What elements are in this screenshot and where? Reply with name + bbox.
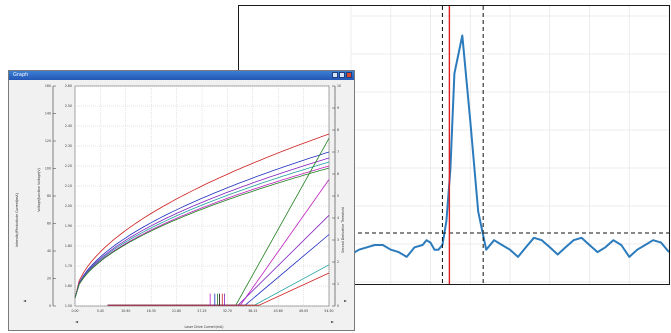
right-tick-label: 7 bbox=[337, 150, 339, 154]
x-tick-label: 32.70 bbox=[223, 309, 232, 313]
voltage-curve bbox=[74, 165, 330, 299]
x-tick-label: 43.60 bbox=[274, 309, 283, 313]
voltage-tick-label: 2.30 bbox=[65, 144, 72, 148]
scroll-bottom-right-arrow[interactable]: ► bbox=[331, 319, 335, 324]
left-tick-label: 60 bbox=[47, 222, 51, 226]
x-tick-label: 38.15 bbox=[248, 309, 257, 313]
left-tick-label: 120 bbox=[45, 139, 51, 143]
right-tick-label: 9 bbox=[337, 106, 339, 110]
voltage-curve bbox=[74, 151, 330, 299]
light-curve bbox=[107, 272, 330, 306]
voltage-curve bbox=[74, 167, 330, 299]
voltage-tick-label: 2.60 bbox=[65, 84, 72, 88]
voltage-curve bbox=[74, 161, 330, 299]
x-tick-label: 27.25 bbox=[197, 309, 206, 313]
voltage-curve bbox=[74, 157, 330, 299]
x-tick-label: 16.35 bbox=[147, 309, 156, 313]
x-tick-label: 0.00 bbox=[71, 309, 78, 313]
left-tick-label: 160 bbox=[45, 84, 51, 88]
left-tick-label: 140 bbox=[45, 112, 51, 116]
right-tick-label: 5 bbox=[337, 194, 339, 198]
voltage-tick-label: 1.90 bbox=[65, 224, 72, 228]
x-tick-label: 49.05 bbox=[299, 309, 308, 313]
close-button[interactable] bbox=[346, 72, 352, 78]
left-tick-label: 40 bbox=[47, 249, 51, 253]
voltage-tick-label: 2.20 bbox=[65, 164, 72, 168]
x-tick-label: 5.45 bbox=[97, 309, 104, 313]
scroll-right-arrow[interactable]: ► bbox=[344, 298, 348, 303]
right-tick-label: 2 bbox=[337, 260, 339, 264]
left-tick-label: 80 bbox=[47, 194, 51, 198]
minimize-button[interactable] bbox=[332, 72, 338, 78]
right-tick-label: 0 bbox=[337, 304, 339, 308]
liv-chart: Intensity/Photodiode Current(mA) Voltage… bbox=[15, 84, 348, 329]
right-tick-label: 1 bbox=[337, 282, 339, 286]
right-tick-label: 3 bbox=[337, 238, 339, 242]
window-titlebar: Graph bbox=[9, 71, 354, 80]
right-tick-label: 4 bbox=[337, 216, 339, 220]
voltage-tick-label: 2.10 bbox=[65, 184, 72, 188]
right-tick-label: 8 bbox=[337, 128, 339, 132]
voltage-tick-label: 1.80 bbox=[65, 244, 72, 248]
voltage-curve bbox=[74, 133, 330, 299]
x-axis-title: Laser Drive Current(mA) bbox=[185, 325, 224, 329]
maximize-button[interactable] bbox=[339, 72, 345, 78]
voltage-tick-label: 2.40 bbox=[65, 124, 72, 128]
window-title: Graph bbox=[13, 72, 29, 78]
left-axis-title: Intensity/Photodiode Current(mA) bbox=[15, 193, 19, 247]
voltage-tick-label: 1.50 bbox=[65, 304, 72, 308]
spectrum-series-line bbox=[350, 34, 670, 258]
x-tick-label: 21.80 bbox=[172, 309, 181, 313]
graph-window: Graph Intensity/Photodiode Current(mA) V… bbox=[8, 70, 355, 331]
left-axis-title-2: Voltage/Junction Voltage(V) bbox=[37, 168, 41, 212]
left-tick-label: 0 bbox=[49, 304, 51, 308]
left-tick-label: 100 bbox=[45, 167, 51, 171]
voltage-tick-label: 1.60 bbox=[65, 284, 72, 288]
voltage-tick-label: 1.70 bbox=[65, 264, 72, 268]
scroll-bottom-left-arrow[interactable]: ◄ bbox=[75, 319, 79, 324]
right-tick-label: 6 bbox=[337, 172, 339, 176]
scroll-left-arrow[interactable]: ◄ bbox=[23, 298, 27, 303]
x-tick-label: 54.50 bbox=[324, 309, 333, 313]
voltage-tick-label: 2.00 bbox=[65, 204, 72, 208]
x-tick-label: 10.90 bbox=[121, 309, 130, 313]
right-axis-title: Second Derivative Threshold bbox=[341, 207, 345, 253]
right-tick-label: 10 bbox=[337, 84, 341, 88]
voltage-tick-label: 2.50 bbox=[65, 104, 72, 108]
left-tick-label: 20 bbox=[47, 277, 51, 281]
